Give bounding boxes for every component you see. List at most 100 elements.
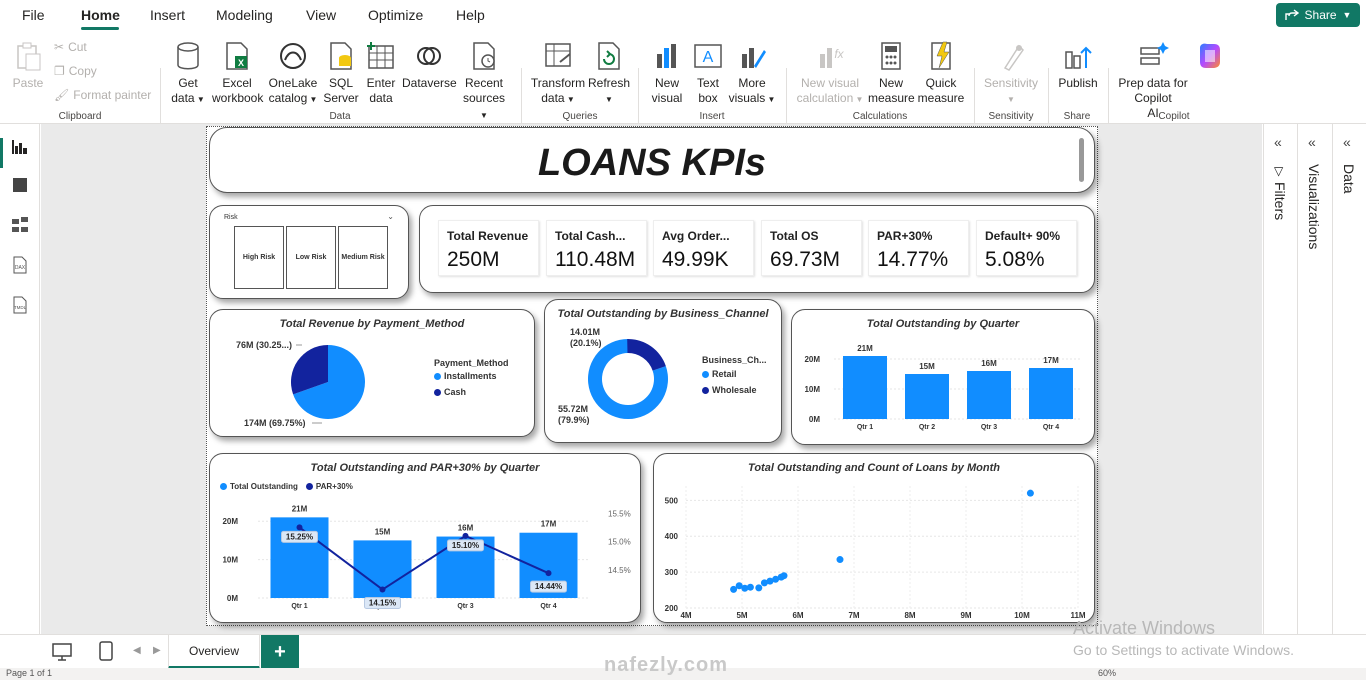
slicer-option-low-risk[interactable]: Low Risk <box>286 226 336 289</box>
menu-help[interactable]: Help <box>456 7 485 23</box>
chevron-right-icon[interactable]: ▶ <box>153 645 161 656</box>
publish-button[interactable]: Publish <box>1056 40 1100 91</box>
dax-query-view-icon[interactable]: DAX <box>11 256 29 274</box>
quick-measure-button[interactable]: Quick measure <box>916 40 966 106</box>
menu-view[interactable]: View <box>306 7 337 23</box>
paste-button[interactable]: Paste <box>10 40 46 91</box>
par30-point[interactable] <box>296 524 303 531</box>
kpi-default90[interactable]: Default+ 90% 5.08% <box>976 220 1077 276</box>
outstanding-count-scatter-chart[interactable]: Total Outstanding and Count of Loans by … <box>653 453 1095 623</box>
legend-label: PAR+30% <box>315 482 353 491</box>
donut-slice-retail[interactable] <box>588 339 668 419</box>
kpi-total-revenue[interactable]: Total Revenue 250M <box>438 220 539 276</box>
more-visuals-button[interactable]: More visuals ▼ <box>728 40 776 107</box>
bar[interactable] <box>967 371 1011 419</box>
scatter-point[interactable] <box>741 584 749 592</box>
table-view-icon[interactable] <box>11 176 29 194</box>
sensitivity-button[interactable]: Sensitivity ▼ <box>982 40 1040 107</box>
scatter-point[interactable] <box>730 585 738 593</box>
share-button[interactable]: Share ▼ <box>1276 3 1360 27</box>
tmdl-view-icon[interactable]: TMDL <box>11 296 29 314</box>
data-pane[interactable]: « Data <box>1332 124 1366 634</box>
kpi-par30[interactable]: PAR+30% 14.77% <box>868 220 969 276</box>
y-tick-label-right: 14.5% <box>608 566 631 575</box>
tab-overview[interactable]: Overview <box>168 635 260 669</box>
prep-data-copilot-button[interactable]: Prep data for Copilot AI <box>1116 40 1190 121</box>
menu-insert[interactable]: Insert <box>150 7 186 23</box>
recent-sources-button[interactable]: Recent sources ▼ <box>458 40 510 123</box>
menu-home[interactable]: Home <box>81 7 120 23</box>
visualizations-pane[interactable]: « Visualizations <box>1297 124 1331 634</box>
bar[interactable] <box>1029 368 1073 419</box>
legend-installments[interactable]: Installments <box>434 371 509 381</box>
cut-button[interactable]: ✂ Cut <box>54 40 87 54</box>
refresh-button[interactable]: Refresh ▼ <box>588 40 630 107</box>
slicer-option-high-risk[interactable]: High Risk <box>234 226 284 289</box>
dataverse-button[interactable]: Dataverse <box>402 40 457 91</box>
report-view-icon[interactable] <box>11 138 29 156</box>
scatter-point[interactable] <box>836 556 844 564</box>
par30-point[interactable] <box>379 586 386 593</box>
legend-par30[interactable]: PAR+30% <box>305 482 353 491</box>
menu-optimize[interactable]: Optimize <box>368 7 424 23</box>
chevron-down-icon[interactable]: ⌄ <box>387 212 394 221</box>
chevron-left-icon[interactable]: ◀ <box>133 645 141 656</box>
par30-point[interactable] <box>462 532 469 539</box>
bar[interactable] <box>905 374 949 419</box>
scatter-point[interactable] <box>760 579 768 587</box>
par30-point[interactable] <box>545 570 552 577</box>
pie-slice-cash[interactable] <box>291 345 328 395</box>
donut-slice-wholesale[interactable] <box>627 339 666 371</box>
new-measure-button[interactable]: New measure <box>868 40 915 106</box>
scrollbar[interactable] <box>1079 138 1084 182</box>
zoom-level[interactable]: 60% <box>1098 668 1117 678</box>
outstanding-by-channel-chart[interactable]: Total Outstanding by Business_Channel 14… <box>544 299 782 443</box>
copilot-button[interactable] <box>1192 40 1228 76</box>
legend-total-outstanding[interactable]: Total Outstanding <box>220 482 298 491</box>
text-box-button[interactable]: A Text box <box>690 40 726 106</box>
scatter-point[interactable] <box>772 575 780 583</box>
mobile-view-icon[interactable] <box>99 641 113 661</box>
new-visual-calculation-button[interactable]: fx New visual calculation ▼ <box>794 40 866 107</box>
new-visual-button[interactable]: New visual <box>646 40 688 106</box>
copy-button[interactable]: ❐ Copy <box>54 64 97 78</box>
kpi-total-cash[interactable]: Total Cash... 110.48M <box>546 220 647 276</box>
filters-pane[interactable]: « ▽ Filters <box>1263 124 1297 634</box>
enter-data-button[interactable]: Enter data <box>362 40 400 106</box>
kpi-total-os[interactable]: Total OS 69.73M <box>761 220 862 276</box>
data-label: Data <box>1341 164 1357 194</box>
chevron-left-icon[interactable]: « <box>1343 134 1351 150</box>
model-view-icon[interactable] <box>11 216 29 234</box>
menu-modeling[interactable]: Modeling <box>216 7 273 23</box>
bar[interactable] <box>843 356 887 419</box>
bar[interactable] <box>270 517 329 598</box>
revenue-by-payment-chart[interactable]: Total Revenue by Payment_Method 76M (30.… <box>209 309 535 437</box>
chevron-left-icon[interactable]: « <box>1308 134 1316 150</box>
outstanding-par-combo-chart[interactable]: Total Outstanding and PAR+30% by Quarter… <box>209 453 641 623</box>
scatter-point[interactable] <box>735 582 743 590</box>
onelake-catalog-button[interactable]: OneLake catalog ▼ <box>266 40 320 107</box>
format-painter-button[interactable]: 🖌 Format painter <box>54 88 151 102</box>
legend-wholesale[interactable]: Wholesale <box>702 385 767 395</box>
scatter-point[interactable] <box>1026 489 1034 497</box>
chevron-left-icon[interactable]: « <box>1274 134 1282 150</box>
scatter-point[interactable] <box>766 577 774 585</box>
legend-cash[interactable]: Cash <box>434 387 509 397</box>
transform-data-button[interactable]: Transform data ▼ <box>528 40 588 107</box>
legend-retail[interactable]: Retail <box>702 369 767 379</box>
scatter-point[interactable] <box>780 572 788 580</box>
chart-title: Total Revenue by Payment_Method <box>279 318 465 330</box>
excel-workbook-button[interactable]: X Excel workbook <box>212 40 263 106</box>
menu-file[interactable]: File <box>22 7 45 23</box>
get-data-button[interactable]: Get data ▼ <box>168 40 208 107</box>
add-page-button[interactable]: + <box>261 635 299 669</box>
outstanding-by-quarter-chart[interactable]: Total Outstanding by Quarter 0M 10M 20M 21M… <box>791 309 1095 445</box>
desktop-view-icon[interactable] <box>52 643 72 661</box>
scatter-point[interactable] <box>755 584 763 592</box>
pie-slice-installments[interactable] <box>293 345 365 419</box>
scatter-point[interactable] <box>746 583 754 591</box>
slicer-option-medium-risk[interactable]: Medium Risk <box>338 226 388 289</box>
sql-server-button[interactable]: SQL Server <box>322 40 360 106</box>
kpi-avg-order[interactable]: Avg Order... 49.99K <box>653 220 754 276</box>
y-tick-label: 500 <box>665 496 679 505</box>
